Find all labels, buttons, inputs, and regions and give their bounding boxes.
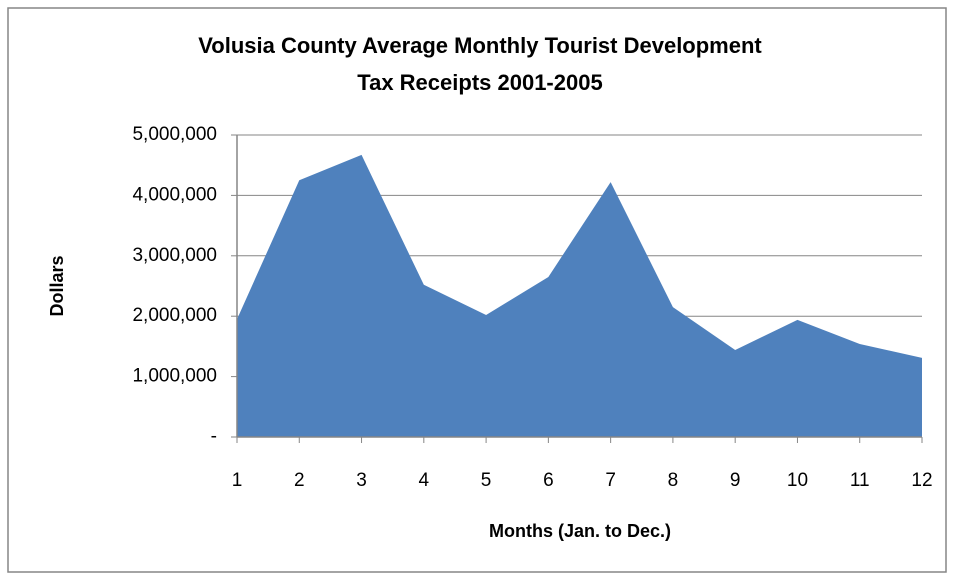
x-tick-label: 4 — [419, 470, 430, 491]
y-tick-label: 2,000,000 — [132, 305, 217, 326]
chart-title: Volusia County Average Monthly Tourist D… — [198, 33, 762, 58]
y-tick-label: - — [211, 426, 217, 447]
x-tick-label: 9 — [730, 470, 741, 491]
area — [237, 154, 922, 437]
x-tick-label: 5 — [481, 470, 492, 491]
x-tick-label: 10 — [787, 470, 808, 491]
chart-frame — [7, 7, 947, 573]
y-tick-label: 4,000,000 — [132, 184, 217, 205]
x-tick-label: 11 — [850, 470, 870, 491]
y-tick-label: 1,000,000 — [132, 366, 217, 387]
x-tick-label: 12 — [911, 470, 932, 491]
x-tick-label: 2 — [294, 470, 305, 491]
x-axis-label: Months (Jan. to Dec.) — [489, 521, 671, 541]
x-tick-label: 7 — [605, 470, 616, 491]
x-tick-label: 6 — [543, 470, 554, 491]
chart-title: Tax Receipts 2001-2005 — [357, 70, 602, 95]
y-axis-label: Dollars — [47, 255, 67, 316]
x-tick-label: 8 — [668, 470, 679, 491]
x-tick-label: 1 — [232, 470, 243, 491]
x-tick-label: 3 — [356, 470, 367, 491]
y-tick-label: 5,000,000 — [132, 124, 217, 145]
y-tick-label: 3,000,000 — [132, 245, 217, 266]
